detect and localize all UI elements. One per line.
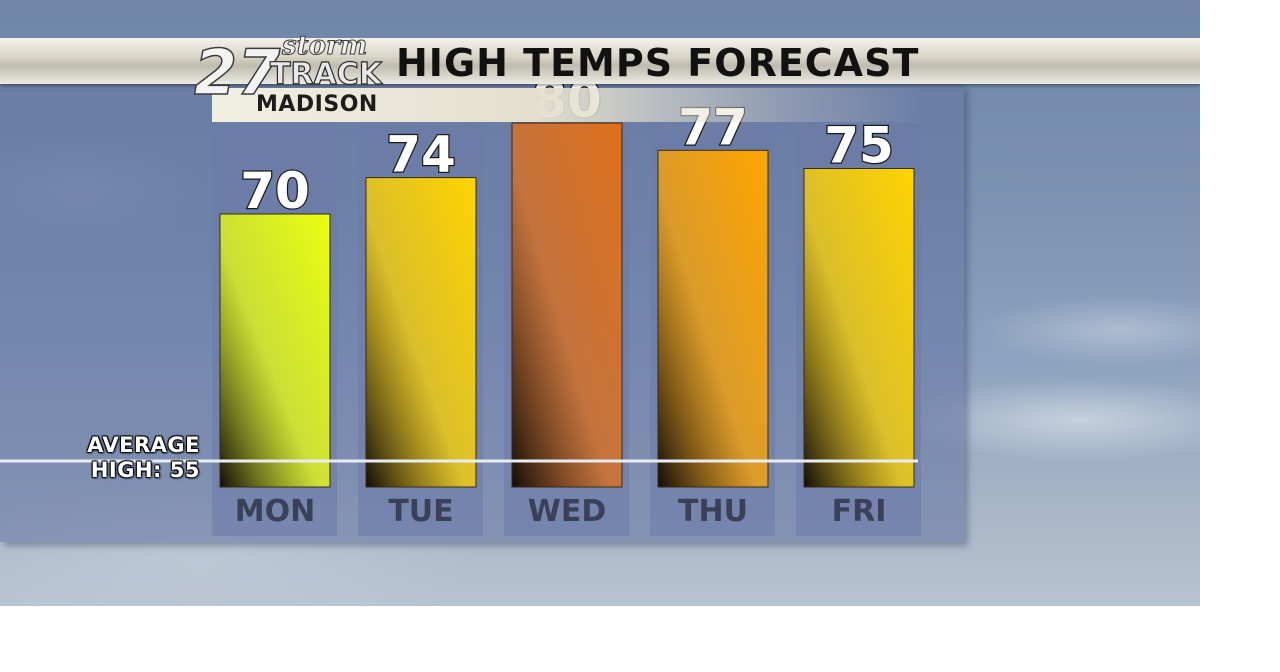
logo-track: TRACK [270,57,384,92]
page-title: HIGH TEMPS FORECAST [396,41,920,85]
title-bar [0,38,1200,84]
bar-fri [803,168,915,488]
location-bar [212,88,922,122]
weather-graphic: 70MON74TUE80WED77THU75FRI 27 storm TRACK… [0,0,1200,606]
value-label-tue: 74 [386,126,456,184]
category-label-mon: MON [235,494,315,529]
bar-wed [511,122,623,488]
category-label-wed: WED [528,494,607,529]
average-high-label: AVERAGE HIGH: 55 [40,433,200,483]
logo-storm: storm [281,31,367,61]
category-label-thu: THU [678,494,748,529]
bar-thu [657,149,769,488]
bar-tue [365,177,477,488]
bar-mon [219,213,331,488]
value-label-fri: 75 [824,117,894,175]
logo-number: 27 [194,36,281,100]
average-label-line1: AVERAGE [87,433,200,457]
storm-track-logo: 27 storm TRACK [193,31,384,101]
category-label-fri: FRI [832,494,887,529]
average-label-line2: HIGH: 55 [90,458,200,482]
bar-chart: 70MON74TUE80WED77THU75FRI [0,70,921,536]
category-label-tue: TUE [388,494,453,529]
value-label-mon: 70 [240,162,310,220]
location-label: MADISON [256,92,378,117]
